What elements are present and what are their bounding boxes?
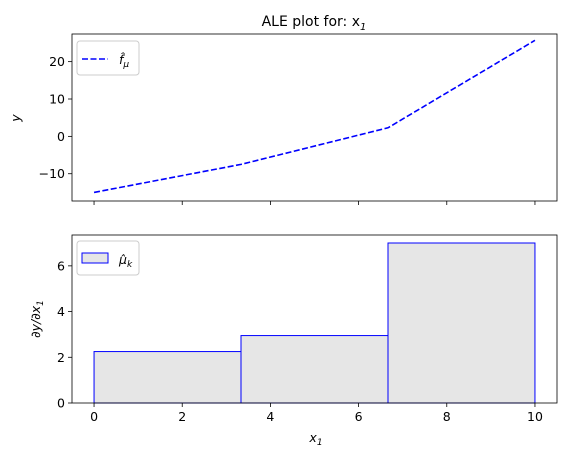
- bottom-legend-patch-swatch: [81, 252, 109, 264]
- bottom-panel: 0 2 4 6 8 10 0 2 4 6 ∂y/∂x1 x1 μ̂k: [28, 234, 558, 448]
- bottom-plot-area: 0 2 4 6 8 10 0 2 4 6: [57, 242, 543, 424]
- bottom-y-axis-label: ∂y/∂x1: [28, 300, 46, 338]
- bottom-y-tick-label: 0: [57, 396, 65, 411]
- top-panel: ALE plot for: x1 −10 0 10 20 y f̂μ: [8, 14, 558, 205]
- bottom-x-axis-label: x1: [308, 430, 322, 448]
- top-legend: f̂μ: [76, 40, 140, 76]
- top-plot-area: −10 0 10 20: [39, 39, 536, 205]
- top-y-tick-label: 10: [49, 92, 65, 107]
- top-series-line: [93, 39, 536, 194]
- bottom-y-tick-label: 6: [57, 258, 65, 273]
- top-chart-title: ALE plot for: x1: [262, 14, 367, 33]
- bottom-x-tick-label: 10: [527, 409, 543, 424]
- top-y-axis-label: y: [8, 114, 23, 123]
- histogram-bar: [93, 351, 242, 404]
- bottom-x-tick-label: 6: [355, 409, 363, 424]
- top-legend-label: f̂μ: [119, 52, 129, 70]
- top-axes-frame: [71, 33, 558, 202]
- top-y-tick-label: 0: [57, 129, 65, 144]
- top-y-tick-label: −10: [39, 166, 65, 181]
- bottom-x-tick-label: 4: [266, 409, 274, 424]
- bottom-y-tick-label: 2: [57, 350, 65, 365]
- histogram-bar: [240, 335, 389, 404]
- histogram-bar: [387, 242, 536, 404]
- bottom-axes-frame: [71, 234, 558, 404]
- top-y-tick-label: 20: [49, 54, 65, 69]
- bottom-legend: μ̂k: [76, 240, 140, 276]
- bottom-x-tick-label: 0: [90, 409, 98, 424]
- bottom-y-tick-label: 4: [57, 304, 65, 319]
- bottom-x-tick-label: 8: [443, 409, 451, 424]
- top-legend-box: [76, 40, 140, 76]
- bottom-x-tick-label: 2: [178, 409, 186, 424]
